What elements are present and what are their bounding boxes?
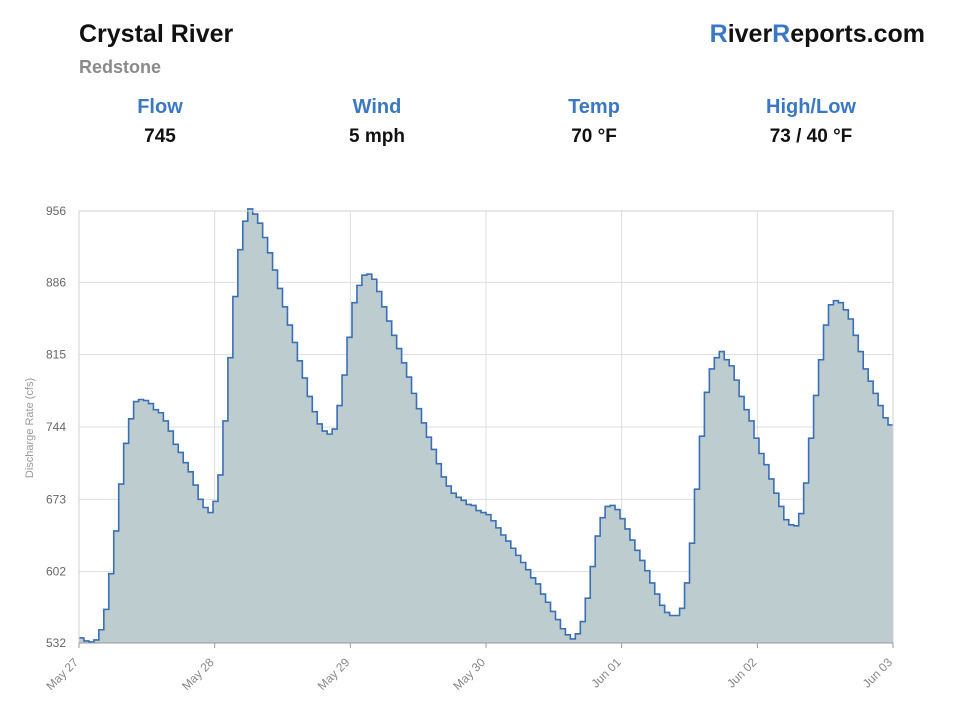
stat-flow-label: Flow [137,96,183,118]
brand-text-mid: iver [727,20,773,48]
stat-highlow-label: High/Low [766,96,856,118]
x-tick-labels: May 27 May 28 May 29 May 30 Jun 01 Jun 02 Jun … [43,643,895,693]
stats-row: Flow 745 Wind 5 mph Temp 70 °F High/Low … [0,96,960,156]
page-subtitle: Redstone [79,57,162,77]
x-tick-label: Jun 03 [860,655,896,691]
y-tick-label: 956 [46,204,66,218]
discharge-area [79,208,893,643]
y-tick-label: 673 [46,492,66,506]
y-tick-label: 744 [46,420,66,434]
y-tick-labels: 532 602 673 744 815 886 956 [46,204,66,650]
stat-flow: Flow 745 [60,96,260,148]
y-tick-label: 886 [46,275,66,289]
y-tick-label: 602 [46,565,66,579]
brand-letter-r1: R [709,20,728,48]
x-tick-label: Jun 01 [588,655,624,691]
stat-temp-value: 70 °F [571,126,617,147]
stat-temp: Temp 70 °F [494,96,694,148]
x-tick-label: May 29 [315,655,353,693]
stat-highlow-value: 73 / 40 °F [769,126,853,147]
stat-temp-label: Temp [568,96,620,118]
x-tick-label: May 27 [43,655,81,693]
y-axis-label: Discharge Rate (cfs) [24,378,36,478]
x-tick-label: May 28 [179,655,217,693]
x-tick-label: Jun 02 [724,655,760,691]
brand-text-end: eports.com [790,20,925,48]
page-title: Crystal River [79,20,234,48]
stat-flow-value: 745 [144,126,176,147]
stat-highlow: High/Low 73 / 40 °F [711,96,911,148]
y-tick-label: 815 [46,348,66,362]
stat-wind-value: 5 mph [349,126,405,147]
stat-wind-label: Wind [352,96,402,118]
brand-logo[interactable]: RiverReports.com [710,20,925,49]
x-tick-label: May 30 [450,655,488,693]
y-tick-label: 532 [46,636,66,650]
discharge-line [79,208,893,643]
stat-wind: Wind 5 mph [277,96,477,148]
brand-letter-r2: R [772,20,791,48]
